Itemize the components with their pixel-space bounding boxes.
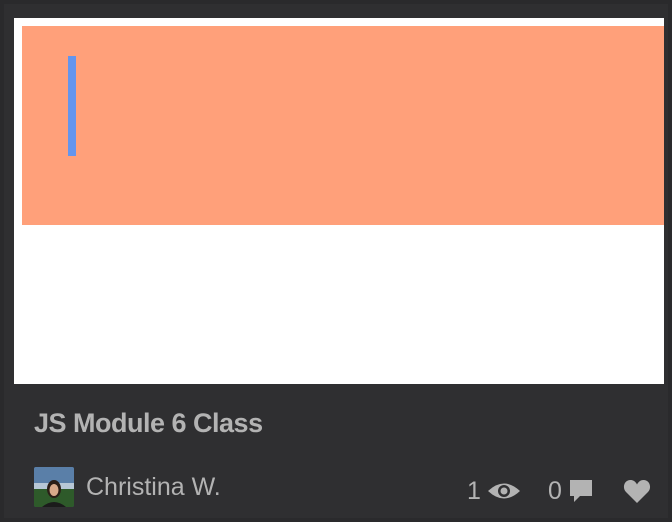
author-avatar[interactable] [34, 467, 74, 507]
like-button[interactable] [623, 478, 651, 504]
pen-preview[interactable] [14, 18, 664, 384]
preview-bar [68, 56, 76, 156]
heart-icon [623, 480, 651, 503]
eye-icon [487, 483, 520, 499]
comments-count: 0 [548, 476, 562, 505]
comments-stat[interactable]: 0 [548, 477, 594, 505]
preview-banner [22, 26, 664, 225]
avatar-photo-icon [34, 467, 74, 507]
author-name[interactable]: Christina W. [86, 473, 221, 501]
pen-title[interactable]: JS Module 6 Class [34, 408, 263, 438]
views-stat[interactable]: 1 [467, 477, 521, 505]
speech-bubble-icon [569, 480, 592, 502]
views-count: 1 [467, 476, 481, 505]
